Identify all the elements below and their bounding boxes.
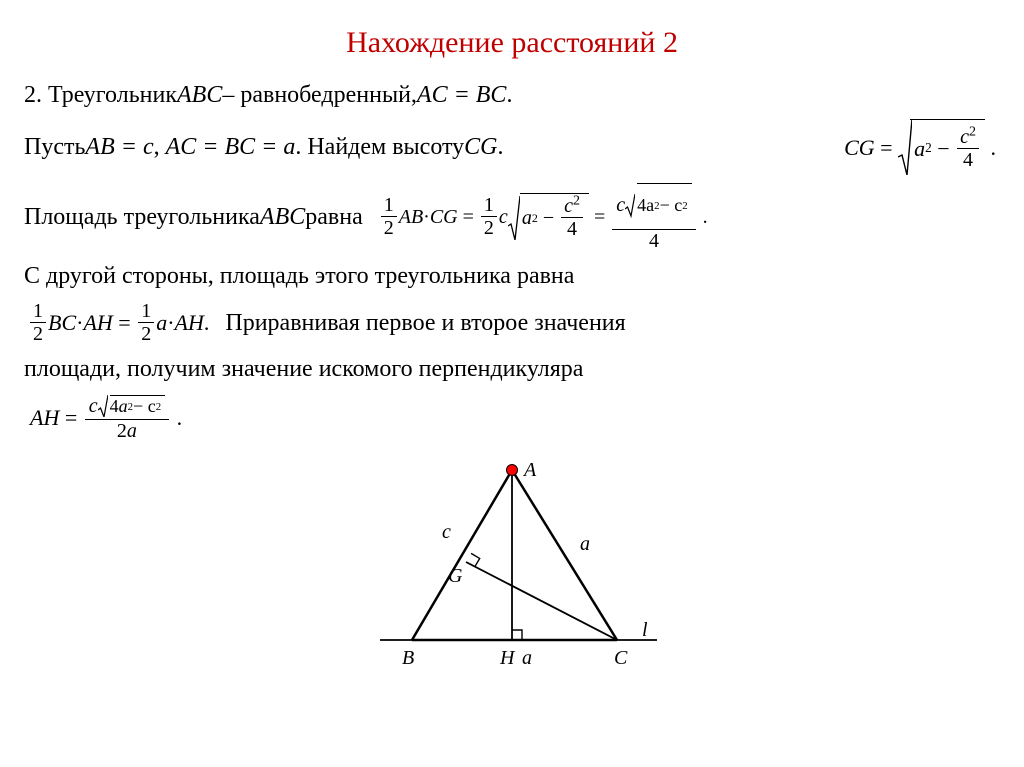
sym-ac-bc: AC = BC [417,77,507,113]
sym-cg: CG [464,129,497,165]
formula-ah: AH = c 4a2 − c2 2a . [30,393,182,442]
num-4: 4 [960,149,976,171]
var-cg: CG [430,202,458,232]
frac-ah: c 4a2 − c2 2a [85,393,169,442]
num-1d: 1 [138,300,154,323]
num-2b: 2 [481,217,497,239]
expr-4a2: 4a [637,196,654,216]
var-a4: a [119,396,128,416]
num-2: 2 [381,217,397,239]
var-a5: a [127,420,137,442]
formula-area-2: 1 2 BC · AH = 1 2 a · AH . [28,300,209,345]
svg-text:c: c [442,521,451,543]
expr-mc2b: − c [133,397,156,417]
text-3b: равна [305,199,362,235]
num-1c: 1 [30,300,46,323]
var-a3: a [156,306,167,339]
svg-text:l: l [642,619,648,641]
triangle-diagram: A B C G Hc a a l [352,450,672,680]
sqrt-icon-3: 4a2 − c2 [625,183,691,227]
sqrt-icon: a2 − c2 4 [898,119,985,175]
num-1b: 1 [481,194,497,217]
problem-line-5: 1 2 BC · AH = 1 2 a · AH . Приравнивая п… [24,300,1000,345]
frac-half-4: 1 2 [138,300,154,345]
text-2a: Пусть [24,129,85,165]
frac-result: c 4a2 − c2 4 [612,181,695,252]
page-title: Нахождение расстояний 2 [24,20,1000,65]
sym-abc-2: ABC [260,199,305,235]
num-2c: 2 [30,323,46,345]
var-c2: c [499,202,508,232]
var-bc: BC [48,306,76,339]
num-2d: 2 [138,323,154,345]
f-cg-lhs: CG [844,131,875,164]
dot-1: · [423,202,430,232]
svg-text:H: H [499,647,516,669]
frac-half-2: 1 2 [481,194,497,239]
text-1b: – равнобедренный, [222,77,417,113]
problem-number: 2. [24,77,42,113]
diagram-container: A B C G Hc a a l [24,450,1000,680]
text-1a: Треугольник [48,77,177,113]
var-c: c [960,126,969,148]
formula-ah-line: AH = c 4a2 − c2 2a . [24,393,1000,442]
sqrt-icon-2: a2 − c2 4 [508,193,589,240]
var-c3: c [564,195,573,217]
var-ah: AH [83,306,112,339]
var-c4: c [616,194,625,216]
var-a: a [914,132,925,165]
text-4: С другой стороны, площадь этого треуголь… [24,258,574,294]
sym-abc: ABC [177,77,222,113]
text-1c: . [506,77,512,113]
sym-ac-bc-a: AC = BC = a [166,129,296,165]
problem-line-1: 2. Треугольник ABC – равнобедренный, AC … [24,77,1000,113]
sqrt-icon-4: 4a2 − c2 [98,395,165,417]
problem-line-6: площади, получим значение искомого перпе… [24,351,1000,387]
svg-text:A: A [522,459,537,481]
frac-c2-4: c2 4 [957,126,979,171]
text-5b: Приравнивая первое и второе значения [225,305,625,341]
text-6: площади, получим значение искомого перпе… [24,351,583,387]
formula-cg: CG = a2 − c2 4 . [844,119,996,175]
text-2b: . Найдем высоту [295,129,464,165]
svg-text:a: a [522,647,532,669]
svg-text:C: C [614,647,628,669]
frac-c2-4b: c2 4 [561,195,583,240]
num-1: 1 [381,194,397,217]
svg-text:B: B [402,647,414,669]
svg-text:G: G [448,565,463,587]
problem-line-4: С другой стороны, площадь этого треуголь… [24,258,1000,294]
svg-text:a: a [580,533,590,555]
num-4c: 4 [646,230,662,252]
formula-area-1: 1 2 AB · CG = 1 2 c a2 − c2 4 = c [379,181,708,252]
expr-mc2: − c [660,196,683,216]
dot-3: · [167,306,174,339]
var-c5: c [89,395,98,417]
var-a2: a [522,203,532,233]
frac-half-1: 1 2 [381,194,397,239]
text-3a: Площадь треугольника [24,199,260,235]
var-ah2: AH [175,306,204,339]
text-2c: . [498,129,504,165]
var-ah3: AH [30,401,59,434]
problem-line-3: Площадь треугольника ABC равна 1 2 AB · … [24,181,1000,252]
problem-line-2: Пусть AB = c, AC = BC = a . Найдем высот… [24,129,504,165]
num-4b: 4 [564,218,580,240]
sym-ab-c: AB = c [85,129,153,165]
frac-half-3: 1 2 [30,300,46,345]
var-ab: AB [399,202,423,232]
